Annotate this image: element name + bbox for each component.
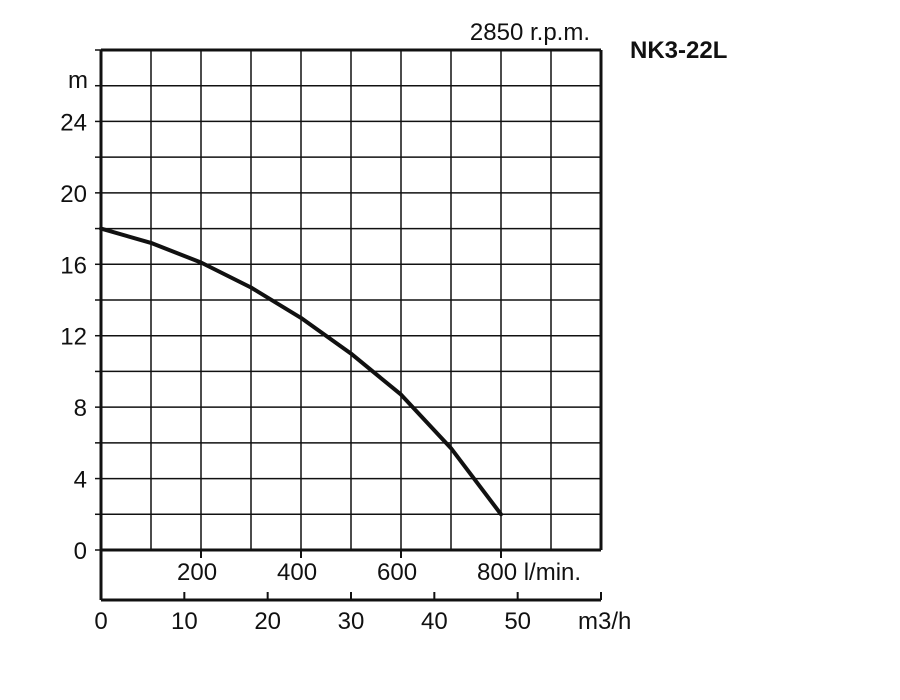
- m3h-tick-label: 0: [94, 608, 107, 635]
- y-tick-labels: 0 4 8 12 16 20 24: [60, 109, 87, 565]
- lmin-tick-label: 600: [377, 559, 417, 586]
- y-axis-unit: m: [68, 67, 88, 94]
- model-title: NK3-22L: [630, 37, 727, 64]
- m3h-tick-label: 30: [338, 608, 365, 635]
- y-tick-label: 20: [60, 181, 87, 208]
- y-tick-label: 24: [60, 109, 87, 136]
- rpm-label: 2850 r.p.m.: [470, 19, 590, 46]
- y-tick-label: 8: [74, 395, 87, 422]
- m3h-tick-label: 40: [421, 608, 448, 635]
- y-tick-label: 0: [74, 538, 87, 565]
- m3h-tick-labels: 0 10 20 30 40 50: [94, 608, 531, 635]
- lmin-tick-label: 400: [277, 559, 317, 586]
- x-axis-unit: m3/h: [578, 608, 631, 635]
- y-tick-label: 16: [60, 252, 87, 279]
- lmin-tick-label: 200: [177, 559, 217, 586]
- m3h-tick-label: 10: [171, 608, 198, 635]
- m3h-tick-label: 20: [254, 608, 281, 635]
- lmin-tick-label: 800 l/min.: [477, 559, 581, 586]
- y-tick-label: 12: [60, 324, 87, 351]
- head-flow-curve: [99, 226, 503, 517]
- y-tick-label: 4: [74, 467, 87, 494]
- grid: [101, 50, 601, 550]
- lmin-tick-labels: 200 400 600 800 l/min.: [177, 559, 581, 586]
- plot-frame: [95, 48, 603, 602]
- m3h-tick-label: 50: [504, 608, 531, 635]
